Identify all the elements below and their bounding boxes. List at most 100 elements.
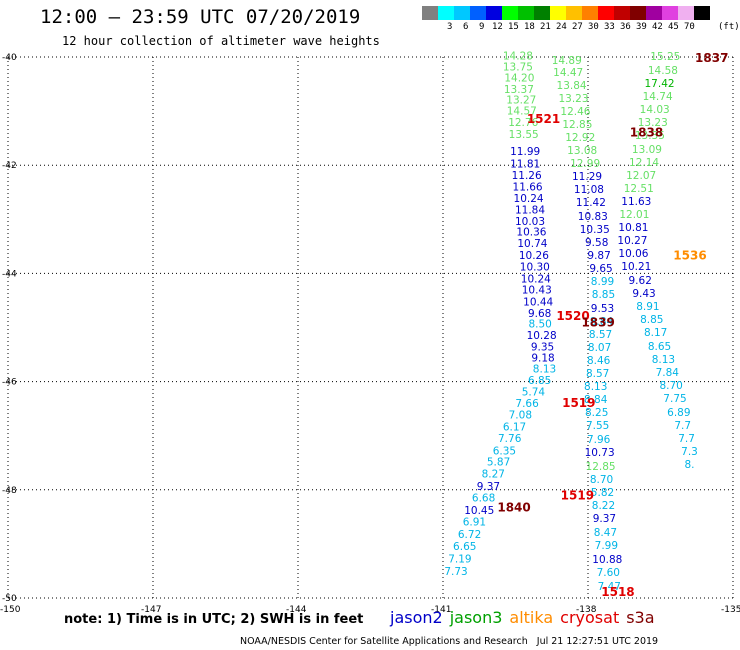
swh-value: 10.43 [522,285,552,297]
swh-value: 12.85 [562,119,592,131]
swh-value: 7.60 [597,567,620,579]
swh-value: 7.55 [586,420,609,432]
color-scale-labels: 3 6 9 12 15 18 21 24 27 30 33 36 39 42 45 70 [422,22,740,36]
legend-item-jason3: jason3 [449,608,503,627]
swh-value: 7.99 [595,540,618,552]
swh-value: 10.36 [516,227,546,239]
color-swatch [566,6,582,20]
swh-value: 10.83 [578,211,608,223]
footer-credit: NOAA/NESDIS Center for Satellite Applica… [240,636,659,647]
swh-value: 13.37 [504,84,534,96]
swh-value: 9.37 [593,513,616,525]
swh-value: 6.85 [528,375,551,387]
color-scale-label: 27 [572,22,583,32]
swh-value: 10.28 [527,330,557,342]
swh-value: 9.68 [528,308,551,320]
color-scale-label: 39 [636,22,647,32]
swh-value: 7.3 [681,446,698,458]
swh-value: 12.46 [560,106,590,118]
time-label: 1837 [695,51,728,65]
time-label: 1536 [673,248,706,262]
swh-value: 8.25 [585,407,608,419]
color-swatch [550,6,566,20]
swh-value: 14.74 [643,91,673,103]
y-tick-label: -50 [2,594,17,604]
swh-value: 14.28 [503,50,533,62]
swh-value: 7.96 [587,434,611,446]
swh-value: 8.07 [588,342,611,354]
swh-value: 8.50 [528,319,551,331]
swh-value: 6.68 [472,492,495,504]
swh-value: 8.85 [592,289,615,301]
swh-value: 8.65 [648,341,671,353]
color-scale-label: 70 [684,22,695,32]
swh-value: 8.99 [591,276,614,288]
color-swatch [694,6,710,20]
color-swatch [454,6,470,20]
swh-value: 14.57 [507,106,537,118]
swh-value: 9.58 [585,237,608,249]
y-tick-label: -40 [2,53,17,63]
color-swatch [534,6,550,20]
swh-value: 7.76 [498,433,522,445]
y-tick-label: -46 [2,378,17,388]
swh-value: 10.88 [592,554,622,566]
swh-value: 11.81 [510,159,540,171]
swh-value: 8.84 [584,394,608,406]
swh-value: 8.22 [592,500,615,512]
swh-value: 13.35 [635,130,665,142]
swh-value: 13.08 [567,145,597,157]
swh-value: 11.84 [515,205,545,217]
swh-value: 8.70 [659,380,682,392]
color-scale-label: 33 [604,22,615,32]
swh-value: 12.01 [619,209,649,221]
swh-value: 8. [684,459,694,471]
swh-value: 11.66 [513,181,543,193]
swh-value: 14.47 [553,67,583,79]
swh-value: 10.27 [617,235,647,247]
color-swatch [630,6,646,20]
swh-value: 6.72 [458,529,481,541]
swh-value: 7.84 [656,367,680,379]
swh-value: 10.24 [521,273,551,285]
swh-value: 10.24 [514,193,544,205]
swh-value: 8.13 [533,364,556,376]
time-label: 1838 [630,126,663,140]
swh-value: 5.87 [487,457,510,469]
color-swatch [486,6,502,20]
color-scale-unit: (ft) [718,22,740,32]
color-scale-label: 3 [447,22,453,32]
swh-value: 10.30 [520,261,550,273]
color-swatch [678,6,694,20]
swh-value: 10.73 [585,447,615,459]
swh-value: 10.03 [515,216,545,228]
color-swatch [614,6,630,20]
swh-value: 11.63 [621,196,651,208]
color-scale: 3 6 9 12 15 18 21 24 27 30 33 36 39 42 45 70 [422,6,710,32]
time-label: 1519 [562,396,595,410]
color-swatch [582,6,598,20]
color-swatch [422,6,438,20]
swh-value: 11.42 [576,197,606,209]
color-scale-label: 36 [620,22,631,32]
time-label: 1839 [581,316,614,330]
swh-value: 14.03 [640,104,670,116]
color-scale-label: 21 [540,22,551,32]
x-tick-label: -150 [0,605,21,615]
time-label: 1521 [527,112,560,126]
color-scale-label: 12 [492,22,503,32]
swh-value: 10.74 [517,238,547,250]
swh-value: 8.46 [587,355,611,367]
color-swatch [502,6,518,20]
x-tick-label: -135 [721,605,740,615]
swh-value: 7.7 [674,420,691,432]
swh-value: 9.18 [531,352,554,364]
swh-value: 7.66 [515,398,539,410]
time-label: 1518 [601,585,634,599]
swh-value: 13.75 [503,62,533,74]
swh-value: 9.62 [629,275,652,287]
y-tick-label: -42 [2,161,17,171]
color-scale-label: 45 [668,22,679,32]
swh-value: 6.89 [667,407,690,419]
